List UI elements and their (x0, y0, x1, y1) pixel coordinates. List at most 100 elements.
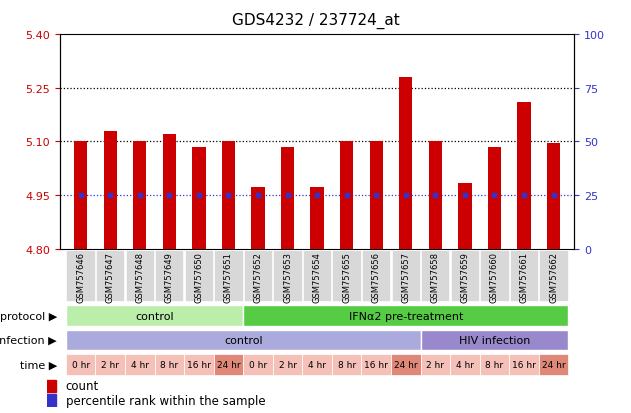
Text: GSM757653: GSM757653 (283, 251, 292, 302)
FancyBboxPatch shape (450, 354, 480, 375)
FancyBboxPatch shape (96, 250, 124, 301)
FancyBboxPatch shape (480, 250, 509, 301)
Point (341, 192, 351, 199)
Bar (74, 142, 87, 249)
Text: infection ▶: infection ▶ (0, 335, 57, 345)
FancyBboxPatch shape (185, 250, 213, 301)
Text: 8 hr: 8 hr (338, 360, 356, 369)
Text: percentile rank within the sample: percentile rank within the sample (66, 394, 266, 406)
FancyBboxPatch shape (509, 354, 539, 375)
Text: 4 hr: 4 hr (456, 360, 474, 369)
Point (371, 192, 381, 199)
Point (401, 192, 411, 199)
Bar (221, 142, 235, 249)
Text: control: control (135, 311, 174, 321)
Text: count: count (66, 379, 99, 392)
FancyBboxPatch shape (539, 354, 569, 375)
Point (283, 192, 293, 199)
FancyBboxPatch shape (362, 354, 391, 375)
Text: 4 hr: 4 hr (131, 360, 149, 369)
Text: 4 hr: 4 hr (308, 360, 326, 369)
FancyBboxPatch shape (303, 250, 331, 301)
Point (430, 192, 440, 199)
FancyBboxPatch shape (391, 354, 420, 375)
FancyBboxPatch shape (333, 250, 361, 301)
Bar (517, 103, 531, 249)
FancyBboxPatch shape (362, 250, 391, 301)
FancyBboxPatch shape (66, 330, 420, 350)
Point (519, 192, 529, 199)
FancyBboxPatch shape (95, 354, 125, 375)
Text: GSM757662: GSM757662 (549, 251, 558, 302)
Text: protocol ▶: protocol ▶ (0, 311, 57, 321)
Text: GSM757651: GSM757651 (224, 251, 233, 302)
Text: 24 hr: 24 hr (541, 360, 565, 369)
Bar (133, 142, 146, 249)
FancyBboxPatch shape (540, 250, 568, 301)
Point (194, 192, 204, 199)
Text: 2 hr: 2 hr (427, 360, 444, 369)
FancyBboxPatch shape (392, 250, 420, 301)
FancyBboxPatch shape (66, 250, 95, 301)
Text: 8 hr: 8 hr (160, 360, 179, 369)
Text: GSM757648: GSM757648 (135, 251, 144, 302)
Point (223, 192, 233, 199)
FancyBboxPatch shape (421, 250, 449, 301)
Text: GSM757658: GSM757658 (431, 251, 440, 302)
Text: GSM757652: GSM757652 (254, 251, 262, 302)
FancyBboxPatch shape (420, 330, 569, 350)
Text: 16 hr: 16 hr (187, 360, 211, 369)
FancyBboxPatch shape (332, 354, 362, 375)
Bar (192, 147, 206, 249)
Point (312, 192, 322, 199)
Text: GDS4232 / 237724_at: GDS4232 / 237724_at (232, 12, 399, 28)
Point (253, 192, 263, 199)
FancyBboxPatch shape (243, 354, 273, 375)
Bar (547, 144, 560, 249)
Point (105, 192, 115, 199)
FancyBboxPatch shape (302, 354, 332, 375)
Text: 2 hr: 2 hr (278, 360, 297, 369)
Point (134, 192, 144, 199)
Text: GSM757656: GSM757656 (372, 251, 380, 302)
Text: GSM757646: GSM757646 (76, 251, 85, 302)
Bar (340, 142, 353, 249)
Text: 0 hr: 0 hr (71, 360, 90, 369)
Bar (251, 188, 264, 249)
Bar (310, 188, 324, 249)
Bar (458, 184, 471, 249)
FancyBboxPatch shape (420, 354, 450, 375)
Text: GSM757654: GSM757654 (312, 251, 322, 302)
Text: GSM757660: GSM757660 (490, 251, 499, 302)
Text: IFNα2 pre-treatment: IFNα2 pre-treatment (348, 311, 463, 321)
Point (490, 192, 500, 199)
FancyBboxPatch shape (214, 250, 242, 301)
Text: time ▶: time ▶ (20, 359, 57, 370)
FancyBboxPatch shape (126, 250, 154, 301)
FancyBboxPatch shape (510, 250, 538, 301)
Bar (399, 78, 413, 249)
Text: HIV infection: HIV infection (459, 335, 530, 345)
Text: GSM757657: GSM757657 (401, 251, 410, 302)
Bar (103, 131, 117, 249)
FancyBboxPatch shape (244, 250, 272, 301)
Bar (428, 142, 442, 249)
Bar (370, 142, 383, 249)
FancyBboxPatch shape (66, 354, 95, 375)
Text: 24 hr: 24 hr (216, 360, 240, 369)
Bar (488, 147, 501, 249)
FancyBboxPatch shape (273, 354, 302, 375)
Text: 16 hr: 16 hr (364, 360, 388, 369)
FancyBboxPatch shape (184, 354, 214, 375)
Point (460, 192, 470, 199)
FancyBboxPatch shape (214, 354, 243, 375)
Text: 2 hr: 2 hr (101, 360, 119, 369)
Bar (281, 147, 294, 249)
Text: GSM757650: GSM757650 (194, 251, 203, 302)
FancyBboxPatch shape (66, 306, 243, 326)
FancyBboxPatch shape (451, 250, 479, 301)
Text: GSM757647: GSM757647 (105, 251, 115, 302)
Point (76, 192, 86, 199)
Bar (163, 135, 176, 249)
FancyBboxPatch shape (480, 354, 509, 375)
